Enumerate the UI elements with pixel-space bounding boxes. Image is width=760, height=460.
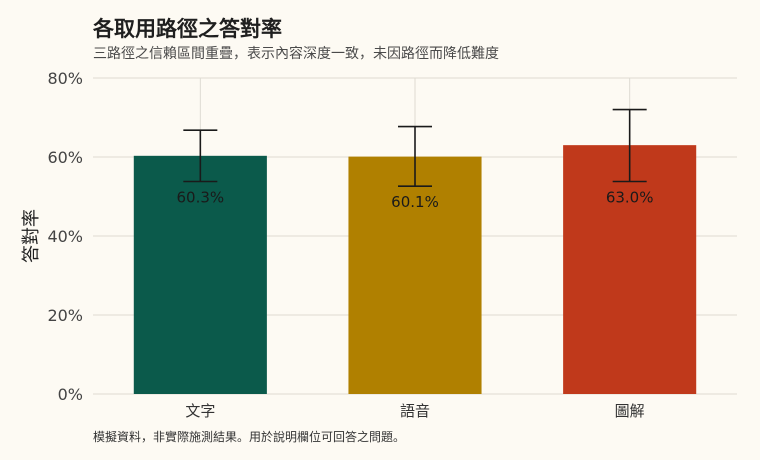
y-tick-label: 0% [58,385,83,404]
y-axis-label: 答對率 [21,209,42,263]
y-tick-label: 40% [47,227,83,246]
bar [563,145,697,394]
bar [133,155,267,394]
bar-value-label: 60.1% [391,193,439,211]
bar-layer [133,145,697,394]
chart-title: 各取用路徑之答對率 [92,17,282,41]
bar-value-label: 63.0% [606,188,654,206]
bar-value-label: 60.3% [177,188,225,206]
y-tick-label: 20% [47,306,83,325]
chart-subtitle: 三路徑之信賴區間重疊，表示內容深度一致，未因路徑而降低難度 [93,45,499,62]
x-tick-label: 語音 [400,402,430,420]
bar [348,156,482,394]
error-layer [183,108,647,188]
y-tick-label: 80% [47,69,83,88]
x-tick-label: 圖解 [615,402,645,420]
x-tick-label: 文字 [185,402,215,420]
chart-caption: 模擬資料，非實際施測結果。用於說明欄位可回答之問題。 [93,429,405,444]
label-layer: 0% 20% 40% 60% 80% 60.3% 文字 60.1% 語音 63.0% 圖解 [47,69,653,420]
y-tick-label: 60% [47,148,83,167]
